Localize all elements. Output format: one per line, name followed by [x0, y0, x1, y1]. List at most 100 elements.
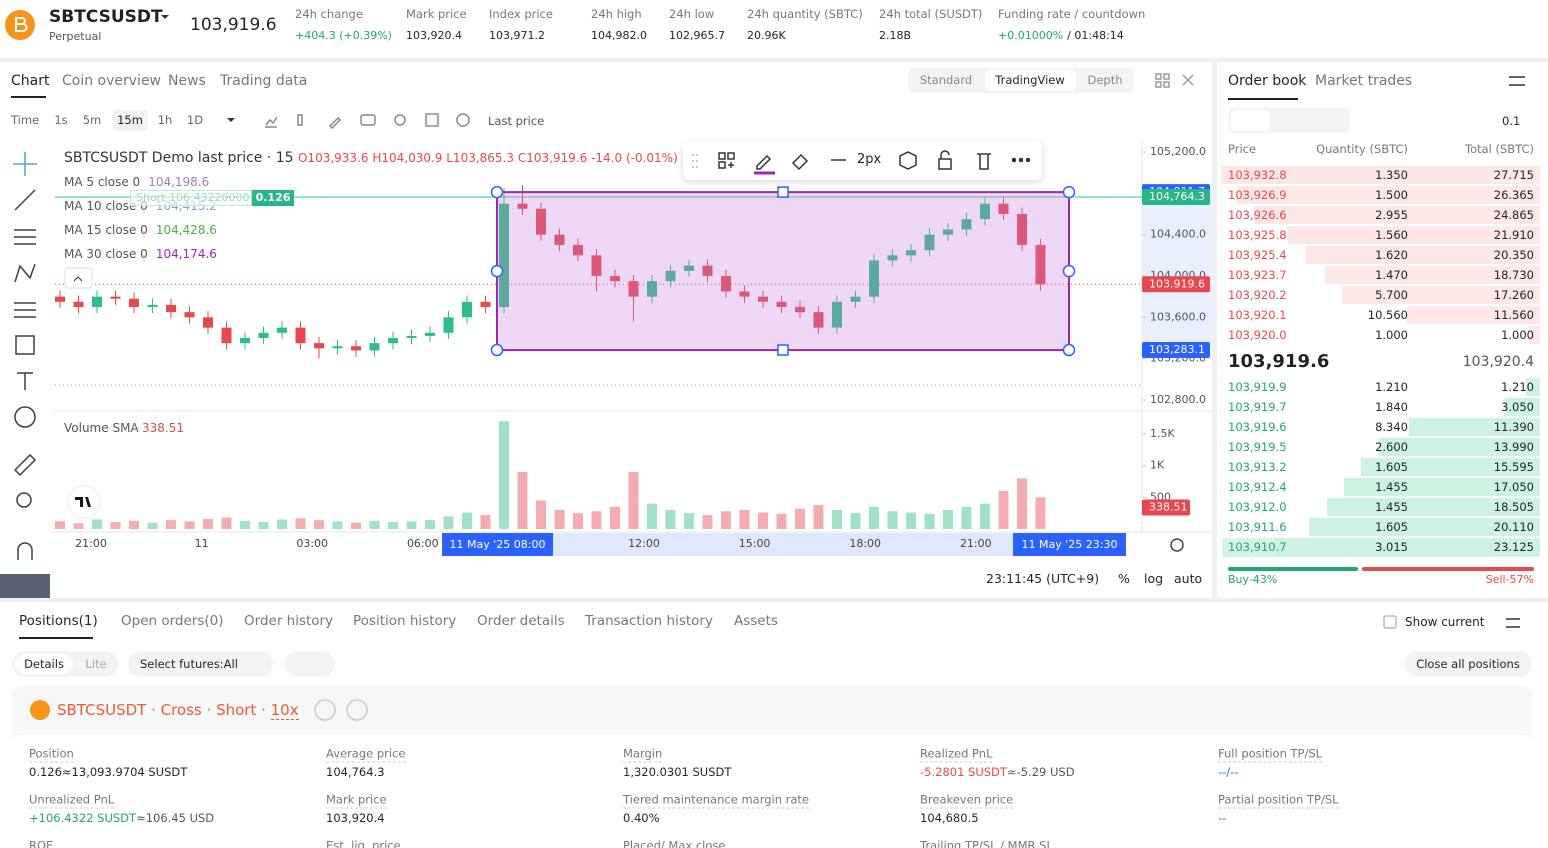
book-price: 103,919.6 [1228, 420, 1287, 434]
book-price: 103,923.7 [1228, 268, 1287, 282]
spread-mark: 103,920.4 [1462, 354, 1534, 370]
view-option[interactable]: Standard [919, 73, 973, 87]
positions-tab[interactable]: Order details [477, 613, 565, 629]
price-tag-label: 104,764.3 [1149, 190, 1205, 203]
candle-body [369, 343, 380, 351]
show-current[interactable]: Show current [1405, 615, 1485, 629]
book-total: 1.210 [1501, 380, 1534, 394]
positions-tab[interactable]: Transaction history [585, 613, 713, 629]
book-price: 103,911.6 [1228, 520, 1287, 534]
positions-tab[interactable]: Position history [353, 613, 457, 629]
volume-bar [721, 511, 731, 529]
volume-bar [961, 506, 972, 529]
candle-body [702, 265, 713, 276]
volume-bar [628, 472, 639, 529]
candle-body [443, 317, 454, 333]
futures-select-label[interactable]: Select futures:All [140, 657, 238, 671]
volume-bar [184, 521, 195, 529]
depth-bar [1288, 226, 1540, 244]
view-option[interactable]: TradingView [995, 73, 1065, 87]
candle-body [573, 244, 583, 256]
view-option[interactable]: Depth [1087, 73, 1123, 87]
y-tick-label: 102,800.0 [1150, 393, 1206, 406]
positions-tab[interactable]: Open orders(0) [121, 613, 224, 629]
volume-bar [443, 516, 454, 529]
spread-price: 103,919.6 [1228, 351, 1330, 372]
x-tick-label: 21:00 [960, 537, 992, 550]
book-price: 103,920.2 [1228, 288, 1287, 302]
rect-handle [777, 186, 789, 198]
orderbook-tab[interactable]: Market trades [1315, 73, 1413, 89]
book-quantity: 1.560 [1375, 228, 1408, 242]
positions-tab[interactable]: Positions(1) [19, 613, 98, 629]
orderbook-tab[interactable]: Order book [1228, 73, 1307, 89]
interval[interactable]: 1D [186, 113, 204, 127]
scale-option[interactable]: auto [1174, 571, 1203, 586]
chart-time: 23:11:45 (UTC+9) [986, 571, 1100, 586]
drawing-tools [692, 150, 1031, 175]
price-type[interactable]: Last price [488, 114, 545, 128]
stat-label: 24h low [669, 7, 715, 21]
close-all-button[interactable] [1405, 651, 1532, 677]
depth-bar [1526, 378, 1540, 396]
range-time-tag [442, 533, 553, 556]
rect-handle [490, 185, 504, 199]
candle-body [832, 301, 842, 328]
positions-tab[interactable]: Assets [734, 613, 778, 629]
volume-bar [369, 520, 380, 529]
stat-value-text: 2.18B [879, 29, 912, 42]
mode-option[interactable]: Details [24, 657, 64, 671]
field-label: ROE [29, 838, 53, 848]
volume-bar [314, 520, 324, 529]
chart-tab[interactable]: Trading data [220, 73, 308, 89]
candle-body [924, 234, 935, 251]
candle-body [425, 332, 435, 336]
candle-body [628, 281, 639, 297]
field-value: 0.40% [623, 810, 660, 826]
interval[interactable]: 5m [82, 113, 102, 127]
candle-body [92, 296, 102, 307]
candle-body [961, 219, 972, 230]
book-price: 103,925.8 [1228, 228, 1287, 242]
positions-tab[interactable]: Order history [244, 613, 334, 629]
stat-label: 24h quantity (SBTC) [747, 7, 863, 21]
volume-bar [758, 512, 768, 529]
close-all-label[interactable]: Close all positions [1416, 657, 1520, 671]
stat-value-text: +404.3 (+0.39%) [295, 29, 392, 42]
price-tag-label: 103,283.1 [1149, 343, 1205, 356]
chart-tab[interactable]: Coin overview [62, 73, 162, 89]
field-value: --/-- [1218, 764, 1238, 780]
candle-body [869, 260, 879, 297]
ma-name: MA 10 close 0 [64, 199, 148, 213]
field-value: +106.4322 SUSDT≈106.45 USD [29, 810, 214, 826]
depth-bar [1341, 286, 1540, 304]
y-tick-label: 103,600.0 [1150, 310, 1206, 323]
field-value-text: --/-- [1218, 765, 1239, 779]
interval[interactable]: 1h [157, 113, 173, 127]
filter-button[interactable] [285, 651, 335, 677]
volume-bar [110, 522, 121, 529]
position-title: SBTCSUSDT · Cross · Short · 10x [57, 701, 299, 720]
candle-body [517, 203, 528, 209]
chart-tab[interactable]: Chart [11, 73, 50, 89]
field-label: Partial position TP/SL [1218, 792, 1339, 809]
stat-value-text: +0.01000% [998, 29, 1064, 42]
chart-tab[interactable]: News [168, 73, 206, 89]
precision[interactable]: 0.1 [1502, 114, 1521, 128]
ma-legend: MA 30 close 0 104,174.6 [64, 246, 217, 262]
mode-option[interactable]: Lite [85, 657, 107, 671]
candle-body [813, 312, 824, 328]
scale-option[interactable]: log [1144, 571, 1164, 586]
scale-option[interactable]: % [1118, 571, 1130, 586]
interval[interactable]: 1s [54, 113, 68, 127]
volume-bar [240, 520, 250, 529]
field-value: 104,764.3 [326, 764, 385, 780]
futures-select[interactable] [128, 651, 273, 677]
volume-bar [776, 513, 787, 529]
x-tick-label: 11 [195, 537, 209, 550]
interval[interactable]: 15m [117, 113, 143, 127]
field-value-text: 0.126≈13,093.9704 SUSDT [29, 765, 188, 779]
view-active [985, 70, 1076, 91]
candle-body [721, 275, 731, 292]
